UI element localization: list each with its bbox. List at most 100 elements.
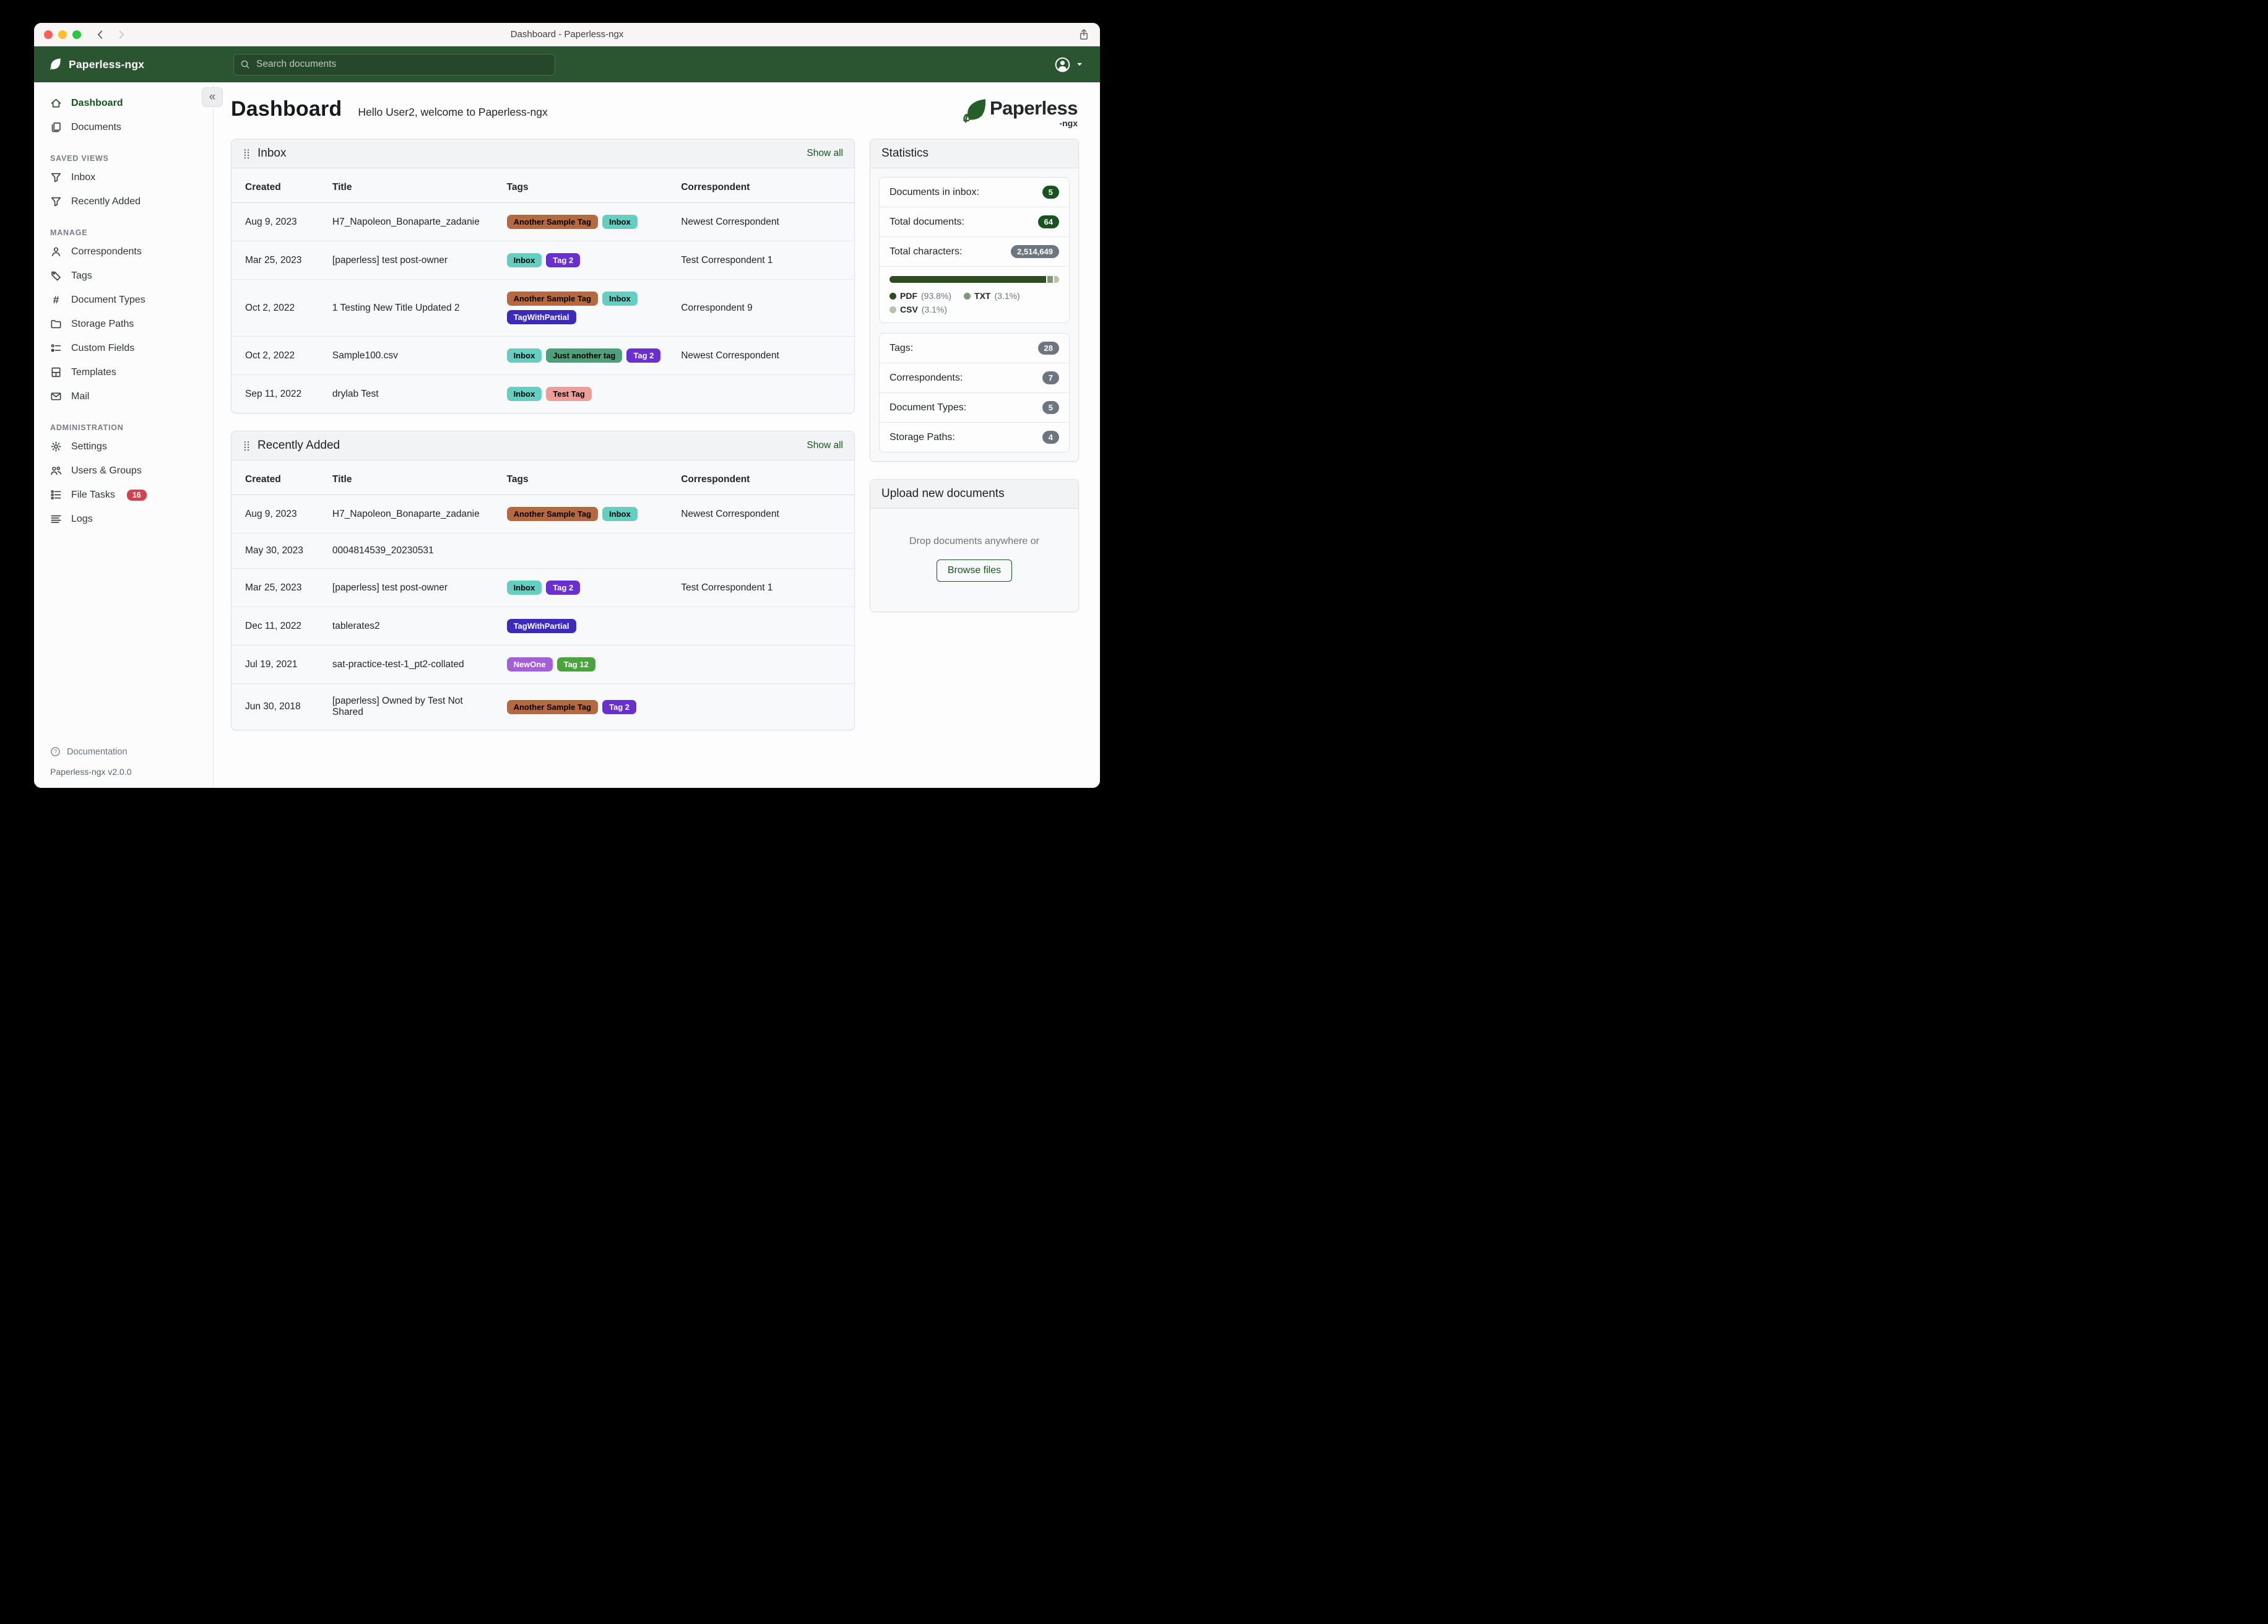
tag-pill[interactable]: Another Sample Tag — [506, 699, 599, 714]
sidebar-item-correspondents[interactable]: Correspondents — [34, 240, 213, 264]
tag-pill[interactable]: TagWithPartial — [506, 619, 576, 633]
tag-icon — [50, 270, 62, 282]
upload-dropzone[interactable]: Drop documents anywhere or Browse files — [870, 509, 1078, 611]
drag-handle-icon[interactable] — [243, 440, 251, 451]
tag-pill[interactable]: Tag 2 — [626, 348, 661, 363]
minimize-window-button[interactable] — [58, 30, 67, 39]
tag-pill[interactable]: Inbox — [506, 348, 542, 363]
cell-correspondent[interactable]: Newest Correspondent — [673, 202, 854, 241]
cell-title document-link[interactable]: drylab Test — [332, 388, 379, 399]
user-menu[interactable] — [1054, 56, 1084, 73]
tag-pill[interactable]: Tag 2 — [546, 253, 581, 267]
cell-title document-link[interactable]: [paperless] Owned by Test Not Shared — [332, 696, 463, 717]
table-row[interactable]: Oct 2, 2022 1 Testing New Title Updated 2… — [232, 279, 854, 337]
sidebar-item-custom-fields[interactable]: Custom Fields — [34, 336, 213, 360]
cell-title document-link[interactable]: [paperless] test post-owner — [324, 241, 500, 280]
tag-pill[interactable]: Test Tag — [546, 387, 592, 401]
cell-created: Aug 9, 2023 — [232, 495, 325, 533]
cell-title document-link[interactable]: H7_Napoleon_Bonaparte_zadanie — [324, 495, 500, 533]
tag-pill[interactable]: Inbox — [602, 292, 638, 306]
cell-correspondent[interactable]: Test Correspondent 1 — [673, 241, 854, 280]
cell-title document-link[interactable]: tablerates2 — [324, 607, 500, 646]
table-row[interactable]: Mar 25, 2023 [paperless] test post-owner I… — [232, 241, 854, 280]
cell-title document-link[interactable]: [paperless] test post-owner — [324, 568, 500, 607]
cell-tags: Inbox Just another tag Tag 2 — [499, 336, 674, 375]
cell-created: Jul 19, 2021 — [232, 645, 325, 684]
tag-pill[interactable]: Inbox — [602, 215, 638, 229]
tasks-icon — [50, 489, 62, 501]
sidebar-item-settings[interactable]: Settings — [34, 434, 213, 459]
file-tasks-count-badge: 16 — [126, 489, 147, 501]
cell-created: Sep 11, 2022 — [245, 388, 302, 399]
sidebar-collapse-button[interactable]: « — [202, 87, 223, 107]
table-row[interactable]: Jun 30, 2018 [paperless] Owned by Test No… — [232, 684, 854, 730]
close-window-button[interactable] — [44, 30, 53, 39]
legend-item-txt: TXT (3.1%) — [964, 291, 1020, 301]
zoom-window-button[interactable] — [72, 30, 81, 39]
tag-pill[interactable]: Inbox — [506, 581, 542, 595]
cell-title document-link[interactable]: sat-practice-test-1_pt2-collated — [324, 645, 500, 684]
sidebar-item-documents[interactable]: Documents — [34, 115, 213, 139]
drag-handle-icon[interactable] — [243, 148, 251, 159]
cell-title document-link[interactable]: H7_Napoleon_Bonaparte_zadanie — [324, 202, 500, 241]
filter-icon — [50, 196, 62, 207]
cell-title document-link[interactable]: 1 Testing New Title Updated 2 — [324, 279, 500, 337]
cell-correspondent[interactable]: Newest Correspondent — [673, 495, 854, 533]
tag-pill[interactable]: Tag 2 — [546, 581, 581, 595]
upload-card: Upload new documents Drop documents anyw… — [870, 479, 1079, 612]
inbox-show-all-link[interactable]: Show all — [807, 148, 843, 158]
tag-pill[interactable]: NewOne — [506, 657, 553, 672]
cell-created: Mar 25, 2023 — [232, 241, 325, 280]
sidebar-item-recently-added[interactable]: Recently Added — [34, 189, 213, 214]
tag-list: Inbox Test Tag — [506, 387, 667, 401]
cell-correspondent[interactable]: Test Correspondent 1 — [673, 568, 854, 607]
cell-title document-link[interactable]: Sample100.csv — [324, 336, 500, 375]
share-icon[interactable] — [1078, 28, 1090, 41]
sidebar-item-file-tasks[interactable]: File Tasks 16 — [34, 483, 213, 507]
sidebar-item-inbox[interactable]: Inbox — [34, 165, 213, 189]
documentation-link[interactable]: ? Documentation — [50, 746, 197, 757]
tag-pill[interactable]: Inbox — [506, 253, 542, 267]
sidebar-item-document-types[interactable]: # Document Types — [34, 288, 213, 312]
inbox-card-title: Inbox — [258, 147, 287, 160]
table-row[interactable]: Sep 11, 2022 drylab Test Inbox Test Tag — [232, 375, 854, 413]
brand[interactable]: Paperless-ngx — [34, 57, 214, 72]
table-row[interactable]: Aug 9, 2023 H7_Napoleon_Bonaparte_zadanie… — [232, 202, 854, 241]
stat-row-storage-paths: Storage Paths: 4 — [880, 423, 1069, 452]
sidebar-item-storage-paths[interactable]: Storage Paths — [34, 312, 213, 336]
tag-pill[interactable]: Another Sample Tag — [506, 507, 599, 521]
sidebar-item-mail[interactable]: Mail — [34, 384, 213, 408]
sidebar-item-tags[interactable]: Tags — [34, 264, 213, 288]
sidebar-item-users-groups[interactable]: Users & Groups — [34, 459, 213, 483]
tag-pill[interactable]: TagWithPartial — [506, 310, 576, 324]
sidebar-section-label: ADMINISTRATION — [50, 423, 124, 432]
table-row[interactable]: Oct 2, 2022 Sample100.csv Inbox Just anothe… — [232, 336, 854, 375]
recently-added-show-all-link[interactable]: Show all — [807, 440, 843, 451]
cell-correspondent[interactable]: Newest Correspondent — [673, 336, 854, 375]
table-row[interactable]: Jul 19, 2021 sat-practice-test-1_pt2-coll… — [232, 645, 854, 684]
tag-pill[interactable]: Just another tag — [546, 348, 623, 363]
back-icon[interactable] — [95, 29, 106, 40]
cell-tags: Another Sample Tag Tag 2 — [500, 684, 674, 730]
cell-correspondent[interactable]: Correspondent 9 — [673, 279, 854, 337]
tag-pill[interactable]: Tag 12 — [556, 657, 595, 672]
cell-title document-link[interactable]: 0004814539_20230531 — [324, 533, 500, 569]
forward-icon[interactable] — [116, 29, 127, 40]
tag-pill[interactable]: Inbox — [602, 507, 638, 521]
browse-files-button[interactable]: Browse files — [936, 559, 1013, 582]
column-header-tags: Tags — [499, 460, 674, 495]
sidebar-item-templates[interactable]: Templates — [34, 360, 213, 384]
table-row[interactable]: Dec 11, 2022 tablerates2 TagWithPartial — [232, 607, 854, 646]
tag-pill[interactable]: Tag 2 — [602, 699, 637, 714]
search-input[interactable] — [255, 58, 548, 71]
cell-tags: Inbox Tag 2 — [499, 241, 674, 280]
table-row[interactable]: May 30, 2023 0004814539_20230531 — [232, 533, 854, 569]
table-row[interactable]: Mar 25, 2023 [paperless] test post-owner I… — [232, 568, 854, 607]
table-row[interactable]: Aug 9, 2023 H7_Napoleon_Bonaparte_zadanie… — [232, 495, 854, 533]
tag-pill[interactable]: Another Sample Tag — [506, 292, 599, 306]
tag-pill[interactable]: Inbox — [506, 387, 542, 401]
legend-item-csv: CSV (3.1%) — [889, 304, 947, 314]
sidebar-item-dashboard[interactable]: Dashboard — [34, 91, 213, 115]
tag-pill[interactable]: Another Sample Tag — [506, 215, 599, 229]
sidebar-item-logs[interactable]: Logs — [34, 507, 213, 531]
